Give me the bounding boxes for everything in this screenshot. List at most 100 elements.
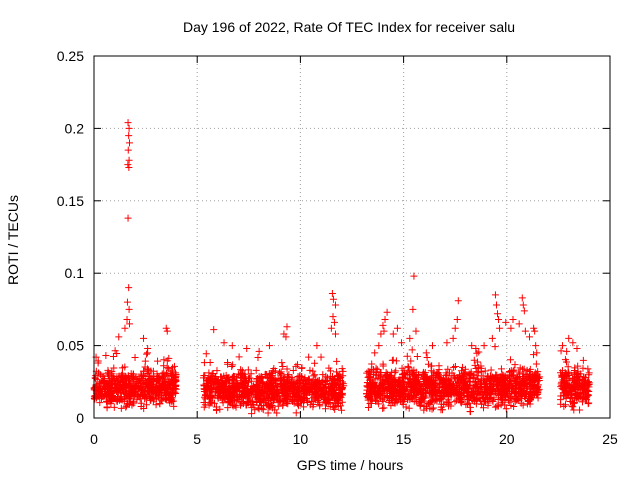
data-point	[445, 398, 453, 406]
data-point	[325, 364, 333, 372]
data-point	[249, 397, 257, 405]
data-point	[317, 384, 325, 392]
data-point	[562, 358, 570, 366]
data-point	[149, 367, 157, 375]
data-point	[207, 381, 215, 389]
data-point	[425, 400, 433, 407]
data-point	[394, 396, 402, 404]
data-point	[515, 320, 523, 328]
data-point	[372, 371, 380, 379]
data-point	[141, 357, 149, 365]
data-point	[473, 395, 481, 403]
data-point	[171, 382, 179, 390]
data-point	[569, 403, 577, 411]
data-point	[332, 396, 340, 404]
data-point	[334, 380, 342, 388]
data-point	[472, 344, 480, 352]
data-point	[321, 381, 329, 389]
data-point	[474, 384, 482, 392]
data-point	[147, 396, 155, 404]
data-point	[406, 334, 414, 342]
data-point	[584, 381, 592, 389]
data-point	[269, 396, 277, 404]
data-point	[243, 344, 251, 352]
data-point	[507, 324, 515, 332]
data-point	[222, 382, 230, 390]
data-point	[123, 374, 131, 382]
data-point	[453, 316, 461, 324]
data-point	[449, 334, 457, 342]
data-point	[496, 377, 504, 385]
data-point	[328, 289, 336, 297]
data-point	[277, 370, 285, 378]
data-point	[276, 397, 284, 405]
data-point	[248, 410, 256, 418]
data-point	[160, 356, 168, 364]
data-point	[445, 369, 453, 377]
data-point	[259, 380, 267, 388]
data-point	[309, 403, 317, 411]
data-point	[459, 373, 467, 381]
data-point	[477, 368, 485, 376]
data-point	[125, 124, 133, 132]
data-point	[454, 297, 462, 305]
data-point	[156, 400, 164, 408]
data-point	[91, 392, 99, 400]
data-point	[304, 399, 312, 407]
data-point	[260, 395, 268, 403]
data-point	[584, 380, 592, 388]
data-point	[110, 403, 118, 411]
data-point	[283, 392, 291, 400]
y-axis-label: ROTI / TECUs	[5, 195, 21, 285]
data-point	[233, 377, 241, 385]
data-point	[247, 387, 255, 395]
data-point	[497, 365, 505, 373]
data-point	[383, 393, 391, 401]
data-point	[497, 385, 505, 393]
data-point	[135, 375, 143, 383]
data-point	[502, 318, 510, 326]
data-point	[559, 378, 567, 386]
data-point	[439, 384, 447, 392]
data-point	[116, 395, 124, 403]
y-tick-label: 0.15	[57, 193, 84, 209]
data-point	[138, 372, 146, 380]
data-point	[125, 163, 133, 171]
data-point	[210, 381, 218, 389]
data-point	[150, 395, 158, 403]
x-tick-label: 15	[396, 431, 412, 447]
data-point	[137, 370, 145, 378]
data-point	[125, 381, 133, 389]
data-point	[119, 374, 127, 382]
data-point	[563, 347, 571, 355]
data-point	[115, 333, 123, 341]
data-point	[123, 316, 131, 324]
data-point	[339, 391, 347, 399]
data-point	[571, 391, 579, 399]
data-point	[408, 346, 416, 354]
data-point	[451, 363, 459, 371]
data-point	[437, 392, 445, 400]
data-point	[132, 374, 140, 382]
axis-ticks	[93, 55, 611, 419]
data-point	[405, 391, 413, 399]
data-point	[145, 369, 153, 377]
data-point	[331, 330, 339, 338]
data-point	[294, 373, 302, 381]
data-point	[480, 379, 488, 387]
data-point	[373, 397, 381, 405]
data-point	[128, 373, 136, 381]
data-point	[515, 397, 523, 405]
data-point	[558, 378, 566, 386]
data-point	[94, 359, 102, 367]
data-point	[274, 402, 282, 410]
data-point	[338, 406, 346, 414]
plot-frame	[93, 55, 611, 419]
data-point	[580, 394, 588, 402]
data-point	[115, 382, 123, 390]
data-point	[375, 342, 383, 350]
data-point	[220, 339, 228, 347]
data-point	[296, 392, 304, 400]
data-point	[368, 360, 376, 368]
data-point	[377, 368, 385, 376]
